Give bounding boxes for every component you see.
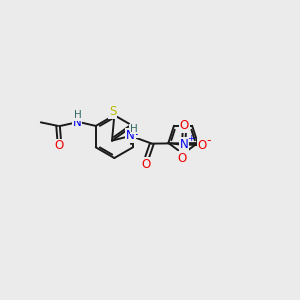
Text: N: N <box>129 125 138 138</box>
Text: N: N <box>126 129 135 142</box>
Text: -: - <box>206 134 211 147</box>
Text: O: O <box>141 158 151 171</box>
Text: O: O <box>55 139 64 152</box>
Text: N: N <box>179 138 188 151</box>
Text: O: O <box>197 139 207 152</box>
Text: N: N <box>73 116 82 129</box>
Text: O: O <box>180 119 189 132</box>
Text: O: O <box>177 152 186 165</box>
Text: S: S <box>109 105 116 118</box>
Text: +: + <box>187 134 194 143</box>
Text: H: H <box>130 124 138 134</box>
Text: H: H <box>74 110 82 120</box>
